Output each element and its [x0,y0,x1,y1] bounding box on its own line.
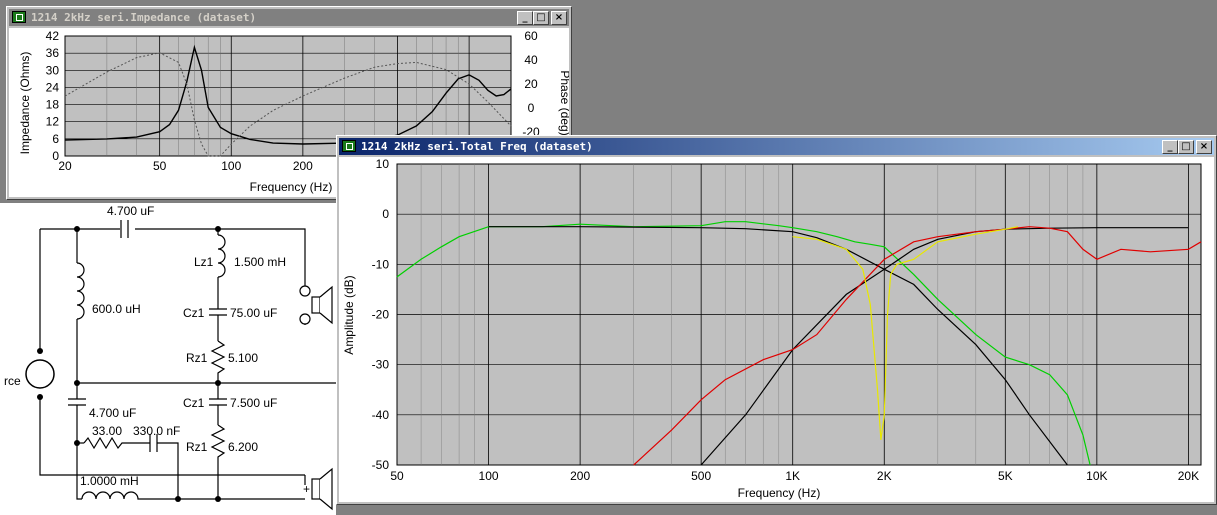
x-tick-label: 50 [390,469,404,483]
y-tick-label: 0 [382,207,389,221]
y-tick-label: 12 [46,115,60,129]
cz1a-value: 75.00 uF [230,306,277,320]
r1-resistor [83,436,150,450]
close-button[interactable]: × [1196,140,1212,154]
l1-label: 600.0 uH [92,302,141,316]
cz1b-value: 7.500 uF [230,396,277,410]
cz1a-name: Cz1 [183,306,205,320]
rz1a-value: 5.100 [228,351,258,365]
close-button[interactable]: × [551,11,567,25]
c1-label: 4.700 uF [107,204,154,218]
speaker-icon [311,467,333,511]
x-tick-label: 200 [570,469,590,483]
c2-label: 4.700 uF [89,406,136,420]
x-tick-label: 50 [153,159,167,173]
x-tick-label: 500 [691,469,711,483]
frequency-ylabel: Amplitude (dB) [342,275,356,354]
rz1b-resistor [210,424,226,499]
speaker-icon [299,285,333,325]
l1-inductor [76,262,85,320]
impedance-window-titlebar[interactable]: 1214 2kHz seri.Impedance (dataset) _ □ × [9,9,569,26]
r1-label: 33.00 [92,424,122,438]
y2-tick-label: 0 [528,101,535,115]
rz1a-name: Rz1 [186,351,208,365]
app-icon[interactable] [12,11,26,23]
rz1b-name: Rz1 [186,440,208,454]
y2-tick-label: 60 [524,29,538,43]
minimize-button[interactable]: _ [517,11,533,25]
wire-left-rail [39,229,305,476]
maximize-button[interactable]: □ [533,11,549,25]
crossover-schematic: 4.700 uF 600.0 uH Lz1 1.500 mH Cz1 75.00… [4,204,336,511]
impedance-ylabel-left: Impedance (Ohms) [18,52,32,155]
y-tick-label: 24 [46,80,60,94]
y-tick-label: 10 [376,157,390,171]
frequency-chart: 100-10-20-30-40-50 50 100 200 500 1K 2K 5K 10K 2… [342,157,1202,500]
x-tick-label: 100 [479,469,499,483]
y-tick-label: 0 [52,149,59,163]
source-icon [25,359,55,389]
minimize-button[interactable]: _ [1162,140,1178,154]
frequency-plot-area: 10 0 -10 -20 -30 -40 -50 50 100 200 500 1K 2K 5K 10K 2… [339,157,1214,502]
schematic-panel[interactable]: 4.700 uF 600.0 uH Lz1 1.500 mH Cz1 75.00… [0,203,336,515]
app-icon[interactable] [342,140,356,152]
plus-sign: + [303,482,310,496]
y-tick-label: 42 [46,29,60,43]
x-tick-label: 20 [58,159,72,173]
black-response-line [700,227,1189,466]
x-tick-label: 200 [293,159,313,173]
y-tick-label: -30 [372,358,390,372]
frequency-window-titlebar[interactable]: 1214 2kHz seri.Total Freq (dataset) _ □ … [339,138,1214,155]
frequency-window[interactable]: 1214 2kHz seri.Total Freq (dataset) _ □ … [336,135,1217,505]
c2-capacitor [68,383,86,443]
lz1-inductor [217,234,226,278]
source-label: rce [4,374,21,388]
c3-label: 330.0 nF [133,424,180,438]
black-response-line [488,226,1068,466]
y-tick-label: 30 [46,63,60,77]
y-tick-label: -50 [372,458,390,472]
yellow-response-line [792,226,1019,440]
cz1b-name: Cz1 [183,396,205,410]
x-tick-label: 1K [785,469,800,483]
y2-tick-label: 40 [524,53,538,67]
impedance-ylabel-right: Phase (deg) [558,70,569,135]
impedance-xlabel: Frequency (Hz) [250,180,333,194]
x-tick-label: 2K [877,469,892,483]
x-tick-label: 100 [221,159,241,173]
l2-label: 1.0000 mH [80,474,139,488]
y-tick-label: 36 [46,46,60,60]
c3-capacitor [149,434,179,499]
y-tick-label: 18 [46,98,60,112]
maximize-button[interactable]: □ [1178,140,1194,154]
red-response-line [633,226,1202,466]
lz1-value: 1.500 mH [234,255,286,269]
rz1a-resistor [210,340,226,383]
y-tick-label: 6 [52,132,59,146]
y2-tick-label: 20 [524,77,538,91]
rz1b-value: 6.200 [228,440,258,454]
x-tick-label: 10K [1086,469,1107,483]
frequency-xlabel: Frequency (Hz) [738,486,821,500]
frequency-window-title: 1214 2kHz seri.Total Freq (dataset) [361,140,593,153]
c1-capacitor [120,220,129,238]
x-tick-label: 5K [998,469,1013,483]
l2-inductor [81,491,305,500]
y-tick-label: -20 [372,308,390,322]
y-tick-label: -10 [372,257,390,271]
impedance-window-title: 1214 2kHz seri.Impedance (dataset) [31,11,257,24]
impedance-line [64,44,512,145]
x-tick-label: 20K [1178,469,1199,483]
y-tick-label: -40 [372,408,390,422]
lz1-name: Lz1 [194,255,214,269]
